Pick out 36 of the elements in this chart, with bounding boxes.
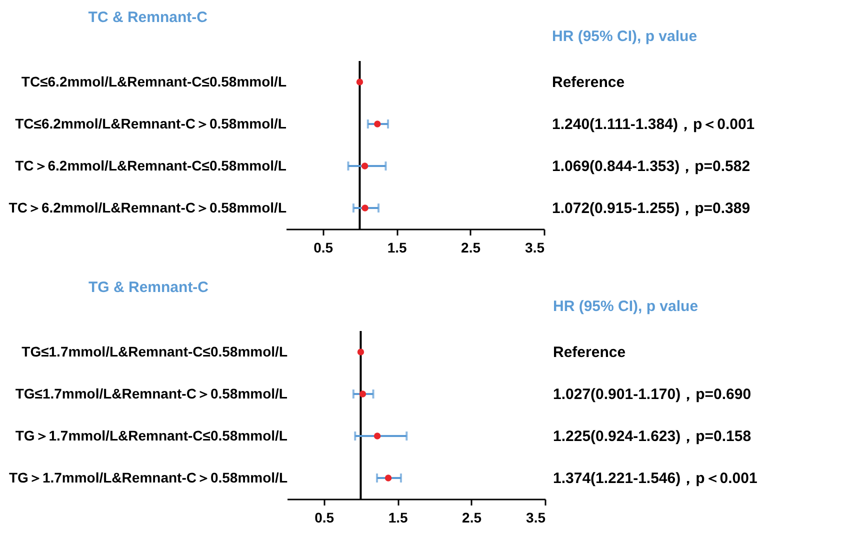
text: Reference	[553, 344, 626, 361]
x-tick-label: 1.5	[388, 510, 408, 526]
y-tick-label: TG≤1.7mmol/L&Remnant-C≤0.58mmol/L	[22, 344, 288, 360]
x-tick-label: 0.5	[314, 510, 334, 526]
y-tick-label: TG＞1.7mmol/L&Remnant-C＞0.58mmol/L	[9, 470, 288, 486]
text: Reference	[552, 74, 625, 91]
point	[384, 474, 392, 482]
text: TG & Remnant-C	[88, 279, 209, 296]
x-tick-label: 0.5	[314, 240, 334, 256]
text: 1.072(0.915-1.255)，p=0.389	[552, 200, 750, 217]
text: 1.225(0.924-1.623)，p=0.158	[553, 428, 752, 445]
text: HR (95% CI), p value	[552, 28, 698, 45]
text: 1.027(0.901-1.170)，p=0.690	[553, 386, 752, 403]
x-tick-label: 2.5	[461, 240, 481, 256]
x-tick-label: 2.5	[462, 510, 482, 526]
y-tick-label: TC≤6.2mmol/L&Remnant-C≤0.58mmol/L	[21, 74, 287, 90]
point	[374, 432, 381, 440]
x-tick-label: 1.5	[387, 240, 408, 256]
point	[361, 162, 368, 170]
y-tick-label: TG＞1.7mmol/L&Remnant-C≤0.58mmol/L	[15, 428, 288, 444]
point	[374, 120, 381, 128]
y-tick-label: TC≤6.2mmol/L&Remnant-C＞0.58mmol/L	[15, 116, 287, 132]
x-tick-label: 3.5	[526, 510, 546, 526]
point	[359, 390, 366, 398]
point	[356, 78, 364, 86]
y-tick-label: TG≤1.7mmol/L&Remnant-C＞0.58mmol/L	[15, 386, 288, 402]
text: 1.374(1.221-1.546)，p＜0.001	[553, 470, 758, 487]
text: 1.069(0.844-1.353)，p=0.582	[552, 158, 750, 175]
point	[362, 204, 368, 212]
x-tick-label: 3.5	[525, 240, 545, 256]
y-tick-label: TC＞6.2mmol/L&Remnant-C＞0.58mmol/L	[8, 200, 287, 216]
text: HR (95% CI), p value	[553, 298, 698, 315]
point	[357, 348, 364, 356]
y-tick-label: TC＞6.2mmol/L&Remnant-C≤0.58mmol/L	[15, 158, 287, 174]
text: 1.240(1.111-1.384)，p＜0.001	[552, 116, 755, 133]
text: TC & Remnant-C	[88, 9, 208, 26]
